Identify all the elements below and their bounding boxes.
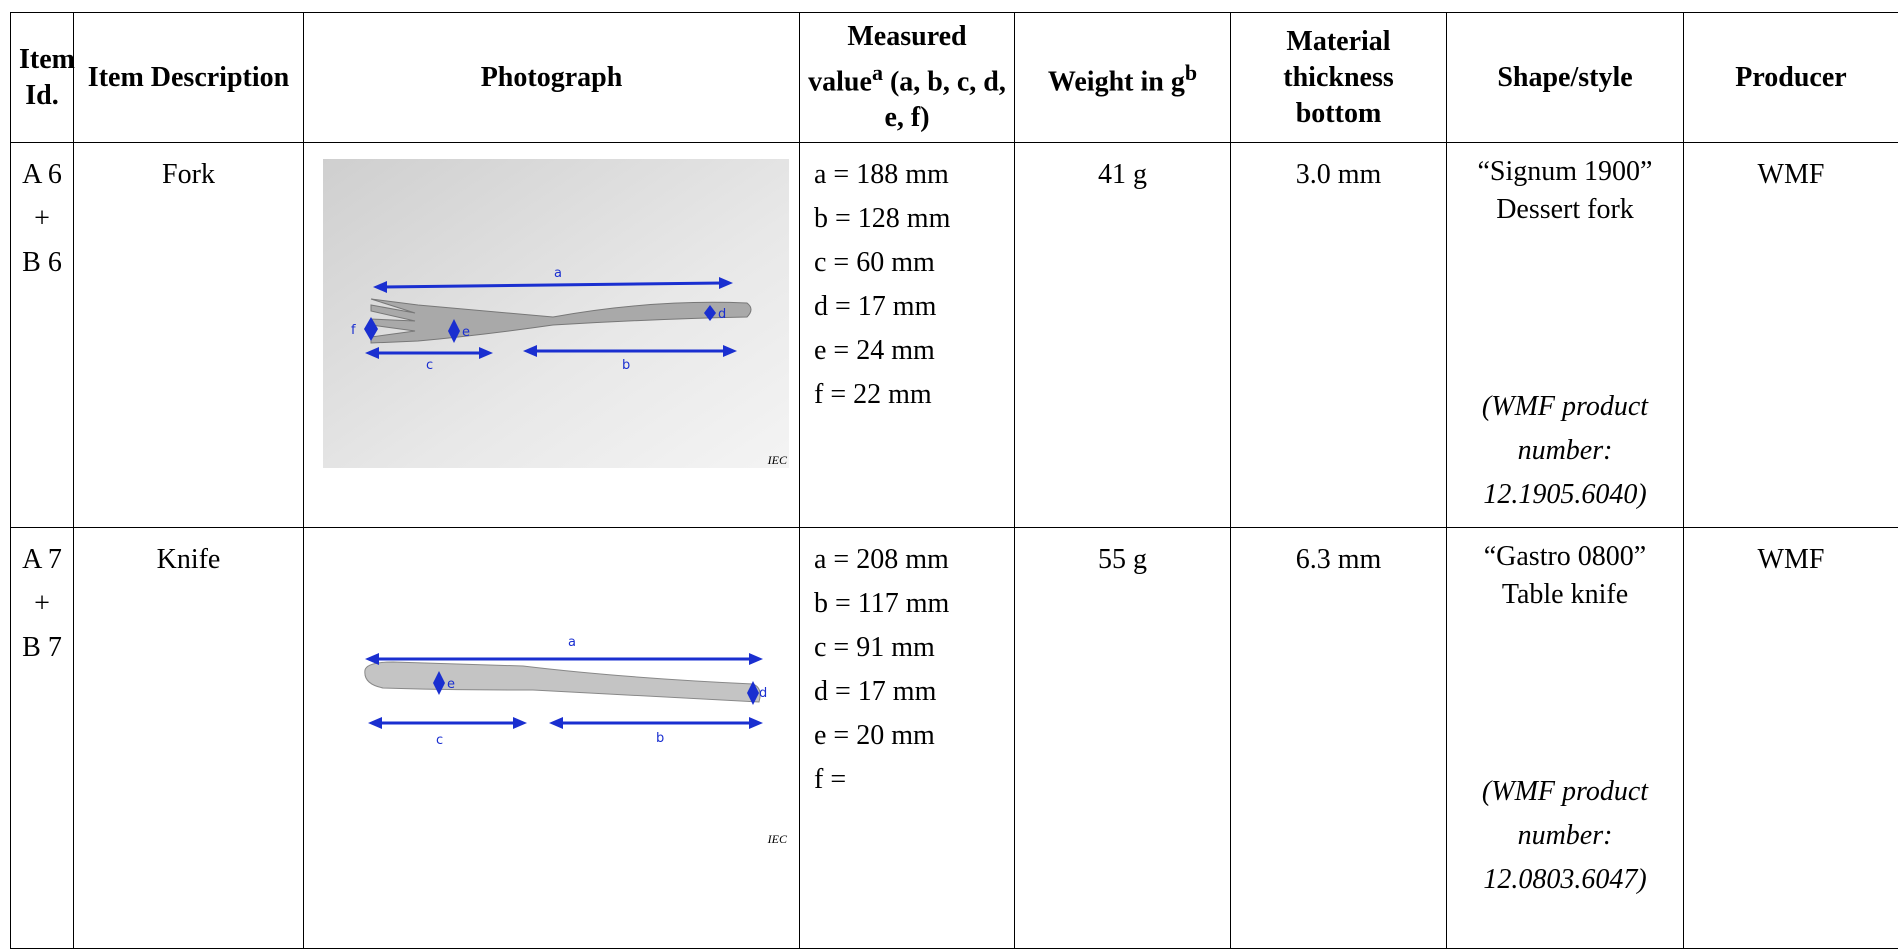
header-cell: Shape/style bbox=[1447, 13, 1684, 143]
photo-label: c bbox=[426, 358, 433, 373]
weight: 55 g bbox=[1015, 528, 1231, 949]
item-id: A 7+B 7 bbox=[11, 528, 74, 949]
photo-cell: a b c d e IEC bbox=[304, 528, 800, 949]
thickness: 6.3 mm bbox=[1231, 528, 1447, 949]
measure: a = 208 mm bbox=[814, 538, 1006, 582]
measure: d = 17 mm bbox=[814, 670, 1006, 714]
photo-label: b bbox=[656, 731, 664, 746]
header-cell: Weight in gb bbox=[1015, 13, 1231, 143]
header-cell: Item Id. bbox=[11, 13, 74, 143]
footnote-mark: a bbox=[872, 60, 883, 85]
product-number: (WMF product number: 12.0803.6047) bbox=[1455, 770, 1675, 902]
item-table: Item Id. Item Description Photograph Mea… bbox=[10, 12, 1898, 949]
id-line: B 6 bbox=[19, 241, 65, 285]
arrowhead bbox=[549, 717, 563, 729]
header-row: Item Id. Item Description Photograph Mea… bbox=[11, 13, 1898, 143]
photo-label: c bbox=[436, 733, 443, 748]
measure: b = 117 mm bbox=[814, 582, 1006, 626]
measure: f = 22 mm bbox=[814, 373, 1006, 417]
producer: WMF bbox=[1684, 143, 1898, 528]
header-cell: Measured valuea (a, b, c, d, e, f) bbox=[800, 13, 1015, 143]
photo-credit: IEC bbox=[766, 453, 787, 467]
shape: “Signum 1900” Dessert fork bbox=[1455, 153, 1675, 229]
photo-label: e bbox=[462, 325, 470, 340]
measure: e = 24 mm bbox=[814, 329, 1006, 373]
header-cell: Item Description bbox=[74, 13, 304, 143]
header-cell: Producer bbox=[1684, 13, 1898, 143]
photo-label: b bbox=[622, 358, 630, 373]
product-number: (WMF product number: 12.1905.6040) bbox=[1455, 385, 1675, 517]
knife-photo: a b c d e IEC bbox=[323, 538, 789, 847]
weight: 41 g bbox=[1015, 143, 1231, 528]
measure: c = 91 mm bbox=[814, 626, 1006, 670]
photo-label: d bbox=[718, 307, 726, 322]
arrowhead bbox=[749, 717, 763, 729]
measure: e = 20 mm bbox=[814, 714, 1006, 758]
thickness: 3.0 mm bbox=[1231, 143, 1447, 528]
id-line: + bbox=[19, 197, 65, 241]
measure: d = 17 mm bbox=[814, 285, 1006, 329]
measure: b = 128 mm bbox=[814, 197, 1006, 241]
photo-credit: IEC bbox=[766, 832, 787, 846]
measure: f = bbox=[814, 758, 1006, 802]
photo-label: d bbox=[759, 686, 767, 701]
producer: WMF bbox=[1684, 528, 1898, 949]
description: Knife bbox=[74, 528, 304, 949]
header-cell: Material thickness bottom bbox=[1231, 13, 1447, 143]
footnote-mark: b bbox=[1185, 60, 1197, 85]
header-cell: Photograph bbox=[304, 13, 800, 143]
measure: a = 188 mm bbox=[814, 153, 1006, 197]
id-line: A 6 bbox=[19, 153, 65, 197]
id-line: B 7 bbox=[19, 626, 65, 670]
header-text: Weight in g bbox=[1048, 66, 1185, 97]
photo-label: e bbox=[447, 677, 455, 692]
photo-label: a bbox=[554, 266, 562, 281]
arrowhead bbox=[513, 717, 527, 729]
page: Item Id. Item Description Photograph Mea… bbox=[0, 0, 1898, 894]
id-line: + bbox=[19, 582, 65, 626]
measure: c = 60 mm bbox=[814, 241, 1006, 285]
description: Fork bbox=[74, 143, 304, 528]
photo-cell: a b c d e f IEC bbox=[304, 143, 800, 528]
arrowhead bbox=[365, 653, 379, 665]
shape-cell: “Signum 1900” Dessert fork (WMF product n… bbox=[1447, 143, 1684, 528]
photo-label: a bbox=[568, 635, 576, 650]
arrowhead bbox=[749, 653, 763, 665]
arrowhead bbox=[368, 717, 382, 729]
shape-cell: “Gastro 0800” Table knife (WMF product nu… bbox=[1447, 528, 1684, 949]
fork-photo: a b c d e f IEC bbox=[323, 159, 789, 468]
id-line: A 7 bbox=[19, 538, 65, 582]
shape: “Gastro 0800” Table knife bbox=[1455, 538, 1675, 614]
photo-label: f bbox=[351, 323, 356, 338]
item-id: A 6+B 6 bbox=[11, 143, 74, 528]
header-text: (a, b, c, d, e, f) bbox=[883, 66, 1006, 133]
knife-shape bbox=[364, 662, 759, 702]
